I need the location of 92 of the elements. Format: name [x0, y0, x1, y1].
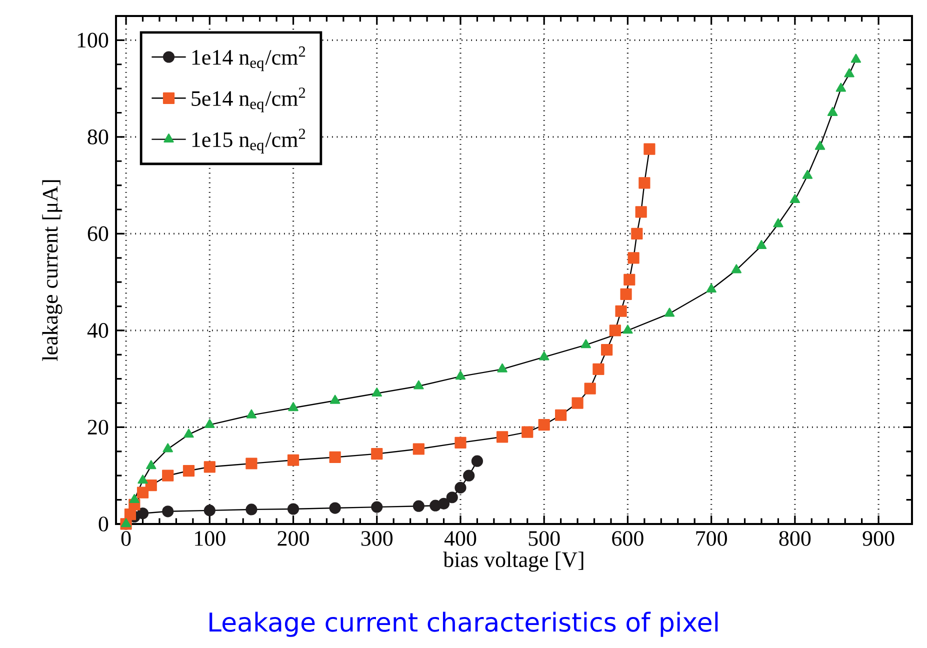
x-tick-label: 800	[779, 531, 811, 546]
point	[601, 344, 613, 356]
point	[412, 443, 424, 455]
x-tick-label: 0	[121, 531, 131, 546]
point	[204, 461, 216, 473]
point	[628, 252, 640, 264]
point	[287, 454, 300, 466]
x-tick-label: 600	[612, 531, 644, 546]
point	[555, 409, 567, 421]
legend-label: 1e14 n$_{eq}$/cm$^{2}$	[192, 46, 306, 72]
y-tick-label: 0	[98, 516, 108, 532]
point	[624, 274, 636, 286]
x-tick-label: 700	[696, 531, 727, 546]
y-tick-label: 20	[88, 420, 108, 435]
point	[664, 308, 675, 317]
point	[471, 455, 484, 467]
point	[620, 288, 632, 300]
y-tick-label: 60	[88, 226, 108, 242]
point	[731, 264, 742, 274]
y-tick-label: 40	[87, 323, 108, 338]
point	[129, 494, 140, 503]
point	[454, 436, 466, 449]
point	[146, 460, 156, 470]
point	[622, 324, 633, 334]
point	[836, 82, 846, 92]
point	[844, 68, 854, 78]
point	[412, 500, 424, 512]
point	[538, 419, 550, 431]
point	[204, 419, 215, 428]
point	[162, 506, 174, 518]
point	[790, 194, 800, 204]
point	[827, 106, 838, 116]
point	[572, 397, 584, 409]
point	[454, 482, 466, 494]
point	[287, 503, 300, 515]
x-tick-label: 100	[195, 531, 226, 546]
legend-label: 5e14 n$_{eq}$/cm$^{2}$	[192, 88, 306, 112]
point	[522, 426, 534, 438]
point	[162, 443, 173, 452]
point	[372, 388, 382, 397]
point	[145, 479, 157, 492]
point	[182, 464, 195, 477]
point	[584, 382, 596, 394]
point	[246, 504, 258, 516]
point	[592, 363, 604, 375]
point	[497, 363, 508, 372]
y-axis-title: leakage current [μA]	[42, 180, 62, 361]
point	[120, 518, 132, 528]
y-tick-label: 80	[88, 130, 108, 144]
point	[414, 380, 424, 390]
point	[644, 143, 656, 155]
point	[635, 206, 647, 218]
point	[455, 370, 466, 380]
point	[496, 431, 508, 443]
point	[246, 458, 258, 470]
x-tick-label: 900	[862, 531, 894, 546]
point	[538, 351, 550, 360]
point	[638, 177, 650, 189]
point	[756, 240, 767, 249]
legend-label: 1e15 n$_{eq}$/cm$^{2}$	[192, 128, 306, 154]
x-axis-title: bias voltage [V]	[443, 552, 584, 572]
point	[371, 501, 383, 513]
point	[184, 428, 194, 438]
y-tick-label: 100	[78, 32, 108, 48]
point	[138, 474, 148, 484]
point	[371, 448, 383, 460]
point	[446, 492, 458, 504]
x-tick-label: 200	[278, 531, 309, 546]
point	[631, 228, 643, 240]
x-tick-label: 500	[528, 531, 560, 546]
point	[438, 498, 450, 510]
point	[609, 324, 621, 336]
x-tick-label: 400	[444, 531, 476, 546]
point	[204, 504, 216, 516]
text: Leakage current characteristics of pixel	[210, 612, 718, 637]
point	[162, 470, 174, 482]
point	[246, 409, 257, 418]
point	[136, 486, 149, 498]
point	[850, 54, 862, 63]
point	[615, 305, 627, 317]
point	[330, 394, 340, 404]
point	[288, 402, 298, 412]
point	[329, 451, 341, 464]
point	[329, 502, 341, 514]
point	[706, 284, 716, 293]
point	[136, 508, 149, 520]
point	[463, 470, 475, 482]
point	[802, 170, 813, 179]
point	[580, 339, 592, 348]
point	[814, 140, 826, 150]
point	[773, 218, 784, 228]
x-tick-label: 300	[361, 531, 393, 546]
